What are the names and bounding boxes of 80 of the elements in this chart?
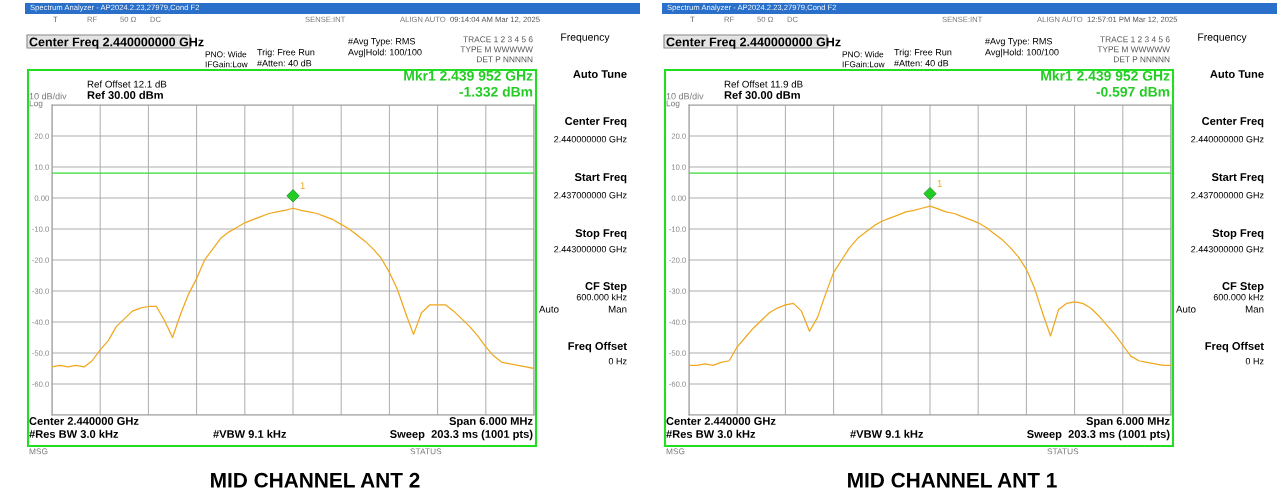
text: Ref Offset 12.1 dB <box>87 80 167 88</box>
text: TYPE M WWWWW <box>460 46 533 53</box>
text: Sweep 203.3 ms (1001 pts) <box>390 429 533 441</box>
text: 600.000 kHz <box>576 293 627 301</box>
text: STATUS <box>1047 448 1079 455</box>
annotation: 1 <box>937 180 942 187</box>
text: Frequency <box>1198 33 1247 43</box>
text: TRACE 1 2 3 4 5 6 <box>1100 36 1170 43</box>
text: CF Step <box>1222 282 1264 293</box>
text: Start Freq <box>1211 173 1264 184</box>
text: Freq Offset <box>1205 341 1264 353</box>
text: 0 Hz <box>1245 358 1264 365</box>
text: 10 dB/div <box>666 92 704 100</box>
text: Auto <box>1176 305 1196 313</box>
text: DET P NNNNN <box>477 56 533 63</box>
text: TRACE 1 2 3 4 5 6 <box>463 36 533 43</box>
text: -0.597 dBm <box>1096 86 1170 97</box>
text: Trig: Free Run <box>894 48 952 58</box>
text: PNO: Wide <box>205 51 247 58</box>
text: Center Freq 2.440000000 GHz <box>666 37 841 49</box>
text: 2.440000000 GHz <box>1191 136 1264 143</box>
text: Span 6.000 MHz <box>1086 417 1170 428</box>
text: Auto Tune <box>573 70 627 78</box>
text: Center 2.440000 GHz <box>29 417 139 425</box>
text: #Avg Type: RMS <box>985 38 1053 47</box>
text: Ref Offset 11.9 dB <box>724 80 803 88</box>
text: DET P NNNNN <box>1114 56 1170 63</box>
text: Log <box>29 100 43 108</box>
text: MSG <box>29 448 48 455</box>
text: STATUS <box>410 448 442 455</box>
text: #Res BW 3.0 kHz <box>666 429 756 438</box>
text: 600.000 kHz <box>1213 293 1264 301</box>
text: #VBW 9.1 kHz <box>850 429 924 438</box>
text: Mkr1 2.439 952 GHz <box>1041 70 1170 81</box>
text: 2.437000000 GHz <box>554 192 627 199</box>
text: IFGain:Low <box>205 61 248 68</box>
text: #Res BW 3.0 kHz <box>29 429 119 438</box>
text: Start Freq <box>574 173 627 184</box>
text: Freq Offset <box>568 341 627 353</box>
text: Span 6.000 MHz <box>449 417 533 428</box>
text: TYPE M WWWWW <box>1097 46 1170 53</box>
text: MID CHANNEL ANT 1 <box>848 472 1057 488</box>
text: Stop Freq <box>1212 229 1264 240</box>
text: Ref 30.00 dBm <box>87 90 163 99</box>
text: Trig: Free Run <box>257 48 315 58</box>
text: Center Freq 2.440000000 GHz <box>29 37 204 49</box>
text: -1.332 dBm <box>459 86 533 97</box>
text: #Atten: 40 dB <box>894 59 949 67</box>
annotation: 1 <box>300 182 305 189</box>
text: Auto Tune <box>1210 70 1264 78</box>
line-series <box>689 205 1171 367</box>
text: Ref 30.00 dBm <box>724 90 800 99</box>
text: Center 2.440000 GHz <box>666 417 776 425</box>
text: Center Freq <box>1202 117 1264 128</box>
text: 10 dB/div <box>29 92 67 100</box>
text: MID CHANNEL ANT 2 <box>211 472 420 488</box>
text: #VBW 9.1 kHz <box>213 429 287 438</box>
text: Man <box>1245 305 1264 313</box>
text: Frequency <box>561 33 610 43</box>
text: 2.437000000 GHz <box>1191 192 1264 199</box>
text: Log <box>666 100 680 108</box>
text: Sweep 203.3 ms (1001 pts) <box>1027 429 1170 441</box>
text: Center Freq <box>565 117 627 128</box>
text: #Atten: 40 dB <box>257 59 312 67</box>
text: PNO: Wide <box>842 51 884 58</box>
text: 2.440000000 GHz <box>554 136 627 143</box>
text: Auto <box>539 305 559 313</box>
text: CF Step <box>585 282 627 293</box>
text: 2.443000000 GHz <box>554 246 627 253</box>
text: Man <box>608 305 627 313</box>
text: MSG <box>666 448 685 455</box>
text: IFGain:Low <box>842 61 885 68</box>
text: Avg|Hold: 100/100 <box>348 48 422 58</box>
line-series <box>52 207 534 370</box>
text: Mkr1 2.439 952 GHz <box>404 70 533 81</box>
text: Avg|Hold: 100/100 <box>985 48 1059 58</box>
text: 0 Hz <box>608 358 627 365</box>
text: Stop Freq <box>575 229 627 240</box>
text: 2.443000000 GHz <box>1191 246 1264 253</box>
text: #Avg Type: RMS <box>348 38 416 47</box>
